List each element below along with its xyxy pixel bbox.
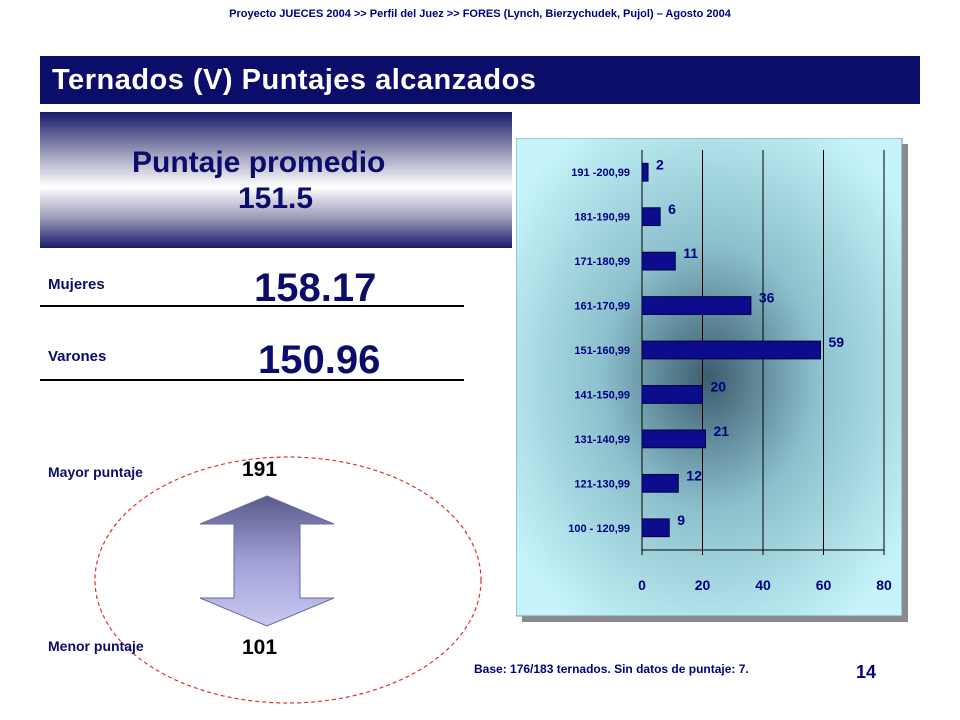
bar <box>641 340 821 360</box>
page-title: Ternados (V) Puntajes alcanzados <box>52 64 537 96</box>
x-tick-label: 0 <box>638 577 646 593</box>
mujeres-divider <box>40 305 464 307</box>
value-label: 21 <box>714 423 730 439</box>
double-arrow-icon <box>199 495 335 627</box>
value-label: 59 <box>828 334 844 350</box>
x-tick-label: 80 <box>876 577 892 593</box>
bar <box>641 251 676 271</box>
menor-value: 101 <box>242 636 278 659</box>
category-label: 161-170,99 <box>574 301 630 313</box>
average-label: Puntaje promedio <box>132 146 386 179</box>
category-label: 121-130,99 <box>574 478 630 490</box>
category-label: 141-150,99 <box>574 389 630 401</box>
value-label: 9 <box>677 512 685 528</box>
value-label: 11 <box>683 245 698 261</box>
varones-divider <box>40 379 464 381</box>
bar <box>641 473 679 493</box>
bar <box>641 385 703 404</box>
base-note: Base: 176/183 ternados. Sin datos de pun… <box>474 662 749 676</box>
value-label: 36 <box>759 290 775 306</box>
bar <box>641 429 707 449</box>
value-label: 2 <box>656 156 664 172</box>
varones-label: Varones <box>48 348 107 365</box>
category-label: 181-190,99 <box>574 212 630 224</box>
bar <box>641 207 661 227</box>
mujeres-value: 158.17 <box>254 266 377 310</box>
mujeres-label: Mujeres <box>48 276 105 293</box>
x-tick-label: 20 <box>695 577 711 593</box>
value-label: 20 <box>711 379 727 395</box>
category-label: 100 - 120,99 <box>568 523 630 535</box>
menor-label: Menor puntaje <box>48 638 144 654</box>
bar <box>641 296 752 315</box>
chart-background <box>516 138 903 617</box>
histogram-chart: 0 20 40 60 80 191 -200,99 2 181-190,99 6 171-180,… <box>516 138 908 622</box>
mayor-label: Mayor puntaje <box>48 464 143 480</box>
x-tick-label: 40 <box>755 577 771 593</box>
average-value: 151.5 <box>238 182 314 215</box>
bar <box>641 518 670 538</box>
category-label: 151-160,99 <box>574 345 630 357</box>
mayor-value: 191 <box>242 458 278 481</box>
range-ellipse <box>94 456 482 704</box>
varones-value: 150.96 <box>258 338 381 382</box>
value-label: 12 <box>686 467 702 483</box>
average-box: Puntaje promedio 151.5 <box>40 112 512 248</box>
x-tick-label: 60 <box>816 577 832 593</box>
value-label: 6 <box>668 201 676 217</box>
title-bar: Ternados (V) Puntajes alcanzados <box>40 56 920 104</box>
page-number: 14 <box>856 662 877 682</box>
bar <box>641 162 649 182</box>
category-label: 131-140,99 <box>574 434 630 446</box>
category-label: 191 -200,99 <box>571 167 630 179</box>
category-label: 171-180,99 <box>574 256 630 268</box>
header-text: Proyecto JUECES 2004 >> Perfil del Juez … <box>229 8 731 20</box>
